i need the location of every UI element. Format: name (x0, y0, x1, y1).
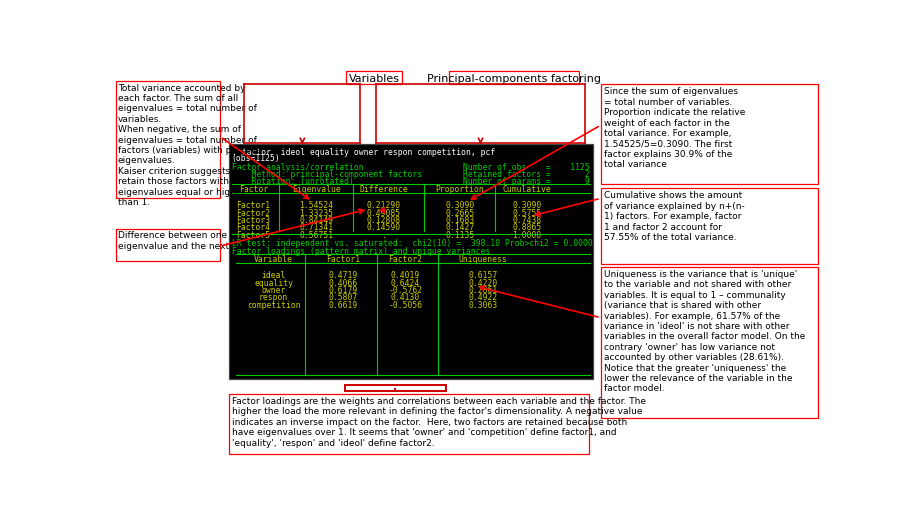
Text: 0.1683: 0.1683 (445, 216, 474, 225)
Text: Difference: Difference (359, 185, 407, 194)
Text: Factor2: Factor2 (388, 255, 422, 264)
Text: 0.3090: 0.3090 (512, 202, 541, 210)
Text: Retained factors =       2: Retained factors = 2 (463, 170, 589, 179)
Text: Factor analysis/correlation: Factor analysis/correlation (231, 163, 363, 172)
Text: 0.3090: 0.3090 (445, 202, 474, 210)
Text: Factor1: Factor1 (326, 255, 360, 264)
Text: 0.8865: 0.8865 (512, 223, 541, 232)
Text: Uniqueness: Uniqueness (458, 255, 507, 264)
FancyBboxPatch shape (229, 144, 592, 379)
Text: Rotation: (unrotated): Rotation: (unrotated) (231, 177, 353, 186)
Text: 0.2861: 0.2861 (467, 286, 497, 295)
Text: Factor loadings (pattern matrix) and unique variances: Factor loadings (pattern matrix) and uni… (231, 247, 489, 256)
FancyBboxPatch shape (346, 71, 402, 84)
Text: 0.1135: 0.1135 (445, 231, 474, 240)
Text: 0.84149: 0.84149 (299, 216, 333, 225)
Text: Factor1: Factor1 (236, 202, 271, 210)
FancyBboxPatch shape (600, 84, 817, 185)
Text: Number of obs    =    1125: Number of obs = 1125 (463, 163, 589, 172)
Text: 0.7438: 0.7438 (512, 216, 541, 225)
Text: 0.4922: 0.4922 (467, 294, 497, 302)
Text: Method: principal-component factors: Method: principal-component factors (231, 170, 422, 179)
Text: Eigenvalue: Eigenvalue (292, 185, 341, 194)
Text: Since the sum of eigenvalues
= total number of variables.
Proportion indicate th: Since the sum of eigenvalues = total num… (603, 87, 744, 169)
Text: 0.21290: 0.21290 (366, 202, 400, 210)
Text: 0.3063: 0.3063 (467, 301, 497, 310)
Text: 0.14590: 0.14590 (366, 223, 400, 232)
Text: -0.5762: -0.5762 (388, 286, 422, 295)
Text: 1.0000: 1.0000 (512, 231, 541, 240)
Text: Factor3: Factor3 (236, 216, 271, 225)
Text: Cumulative: Cumulative (502, 185, 551, 194)
Text: Variables: Variables (349, 73, 399, 84)
Text: 0.6179: 0.6179 (328, 286, 358, 295)
Text: competition: competition (247, 301, 300, 310)
Text: Factor5: Factor5 (236, 231, 271, 240)
Text: 0.6157: 0.6157 (467, 271, 497, 281)
Text: 0.56751: 0.56751 (299, 231, 333, 240)
Text: 0.5807: 0.5807 (328, 294, 358, 302)
Text: 0.1427: 0.1427 (445, 223, 474, 232)
FancyBboxPatch shape (116, 81, 220, 199)
Text: . factor  ideol equality owner respon competition, pcf: . factor ideol equality owner respon com… (231, 147, 495, 157)
Text: LR test: independent vs. saturated:  chi2(10) =  398.10 Prob>chi2 = 0.0000: LR test: independent vs. saturated: chi2… (231, 239, 592, 248)
Text: 0.5755: 0.5755 (512, 209, 541, 218)
Text: equality: equality (254, 279, 292, 288)
FancyBboxPatch shape (229, 394, 589, 454)
Text: 0.4719: 0.4719 (328, 271, 358, 281)
Text: 0.4220: 0.4220 (467, 279, 497, 288)
Text: owner: owner (261, 286, 285, 295)
Text: (obs=1125): (obs=1125) (231, 155, 281, 163)
Text: 0.4019: 0.4019 (390, 271, 420, 281)
Text: 0.4066: 0.4066 (328, 279, 358, 288)
Text: .: . (381, 231, 385, 240)
Text: 1.54524: 1.54524 (299, 202, 333, 210)
Text: Factor4: Factor4 (236, 223, 271, 232)
Text: Total variance accounted by
each factor. The sum of all
eigenvalues = total numb: Total variance accounted by each factor.… (118, 84, 261, 207)
FancyBboxPatch shape (448, 71, 578, 84)
Text: 0.12808: 0.12808 (366, 216, 400, 225)
Text: respon: respon (259, 294, 288, 302)
Text: Variable: Variable (254, 255, 292, 264)
Text: Number of params =       9: Number of params = 9 (463, 177, 589, 186)
Text: Factor: Factor (239, 185, 268, 194)
FancyBboxPatch shape (600, 267, 817, 418)
Text: 1.33235: 1.33235 (299, 209, 333, 218)
Text: Difference between one
eigenvalue and the next.: Difference between one eigenvalue and th… (118, 232, 231, 251)
Text: -0.5056: -0.5056 (388, 301, 422, 310)
Text: 0.4130: 0.4130 (390, 294, 420, 302)
Text: Uniqueness is the variance that is 'unique'
to the variable and not shared with : Uniqueness is the variance that is 'uniq… (603, 270, 804, 393)
FancyBboxPatch shape (116, 229, 220, 262)
Text: ideal: ideal (261, 271, 285, 281)
Text: 0.2665: 0.2665 (445, 209, 474, 218)
Text: Principal-components factoring: Principal-components factoring (426, 73, 600, 84)
Text: Proportion: Proportion (435, 185, 484, 194)
Text: 0.49085: 0.49085 (366, 209, 400, 218)
Text: 0.71341: 0.71341 (299, 223, 333, 232)
Text: Factor loadings are the weights and correlations between each variable and the f: Factor loadings are the weights and corr… (231, 397, 645, 448)
Text: Cumulative shows the amount
of variance explained by n+(n-
1) factors. For examp: Cumulative shows the amount of variance … (603, 191, 743, 242)
Text: 0.6619: 0.6619 (328, 301, 358, 310)
Text: 0.6424: 0.6424 (390, 279, 420, 288)
Text: Factor2: Factor2 (236, 209, 271, 218)
FancyBboxPatch shape (600, 188, 817, 264)
